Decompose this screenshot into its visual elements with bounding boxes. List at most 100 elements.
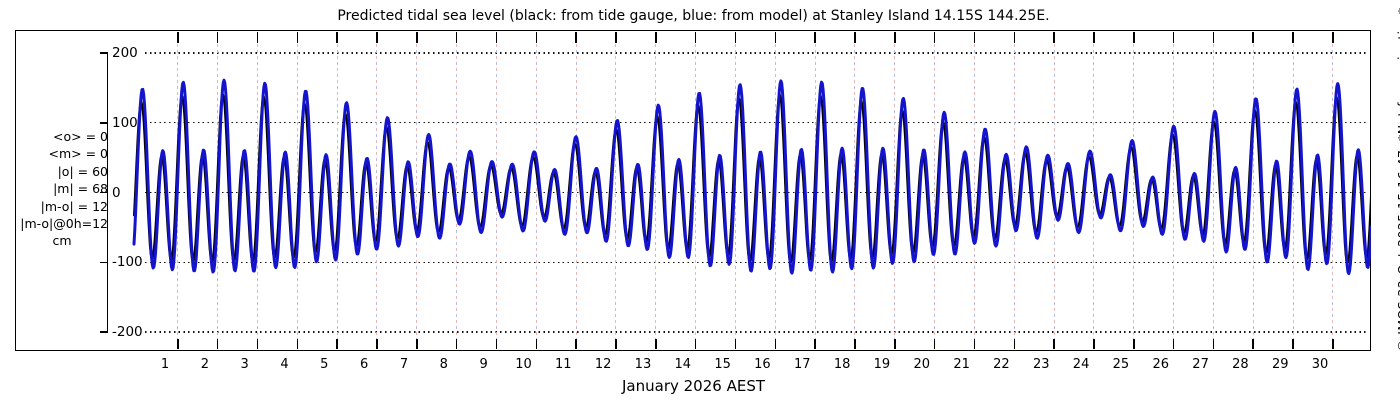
x-tick-top (1252, 31, 1254, 43)
x-tick-bottom (216, 339, 219, 350)
x-tick-bottom (933, 339, 936, 350)
x-tick-top (734, 31, 737, 43)
day-label: 21 (953, 357, 970, 372)
x-tick-top (933, 31, 936, 43)
x-tick-bottom (615, 339, 617, 350)
y-tick-label: -100 (112, 254, 143, 271)
x-tick-bottom (1172, 339, 1175, 350)
y-tick-label: 0 (112, 184, 121, 201)
x-tick-bottom (575, 339, 577, 350)
x-tick-top (1133, 31, 1135, 43)
x-tick-top (1172, 31, 1175, 43)
grid-line-day (535, 32, 537, 349)
x-tick-top (416, 31, 418, 43)
day-label: 3 (240, 357, 249, 372)
x-tick-top (575, 31, 577, 43)
x-tick-top (1292, 31, 1294, 43)
y-tick-label: -200 (112, 324, 143, 340)
day-label: 8 (439, 357, 448, 372)
stats-block: <o> = 0 <m> = 0 |o| = 60 |m| = 68 |m-o| = 12… (16, 128, 108, 250)
y-tick-label: 200 (112, 45, 138, 61)
copyright-note: © IMOS 22-Oct-2025 15:16:47. *Not for na… (1395, 7, 1400, 352)
x-tick-top (655, 31, 657, 43)
x-tick-top (1013, 31, 1015, 43)
day-label: 14 (674, 357, 692, 372)
day-label: 16 (754, 357, 771, 372)
x-tick-bottom (256, 339, 259, 350)
grid-line-day (934, 32, 936, 349)
day-label: 18 (833, 357, 851, 372)
grid-line-day (894, 32, 896, 349)
stats-line: |m-o| = 12 (40, 198, 108, 214)
grid-line-day (575, 32, 577, 349)
grid-line-day (1133, 32, 1135, 349)
day-label: 29 (1271, 357, 1289, 372)
y-tick-label: 100 (112, 114, 138, 131)
x-tick-bottom (177, 339, 179, 350)
day-label: 4 (280, 357, 289, 372)
x-tick-bottom (973, 339, 976, 350)
grid-line-day (336, 32, 338, 349)
x-tick-top (336, 31, 338, 43)
plot-frame (15, 30, 1371, 351)
stats-line: <o> = 0 (53, 129, 108, 144)
grid-line-day (296, 32, 298, 349)
day-label: 13 (634, 357, 652, 372)
x-tick-top (973, 31, 976, 43)
day-label: 12 (594, 357, 612, 372)
day-label: 28 (1232, 357, 1249, 372)
chart-title: Predicted tidal sea level (black: from t… (337, 8, 1050, 24)
grid-line-day (1013, 32, 1015, 349)
x-tick-bottom (1252, 339, 1254, 350)
x-tick-top (455, 31, 458, 43)
y-tick (100, 261, 108, 263)
x-tick-top (774, 31, 777, 43)
x-tick-bottom (774, 339, 777, 350)
stats-line: cm (52, 233, 72, 249)
x-tick-bottom (734, 339, 737, 350)
x-tick-top (1332, 31, 1334, 43)
day-label: 27 (1192, 357, 1209, 372)
x-tick-bottom (416, 339, 418, 350)
x-tick-bottom (296, 339, 299, 350)
day-label: 2 (200, 357, 209, 372)
day-label: 30 (1311, 357, 1329, 372)
day-label: 24 (1072, 357, 1090, 372)
x-tick-bottom (1332, 339, 1334, 350)
x-tick-bottom (854, 339, 856, 350)
grid-line-day (973, 32, 975, 349)
y-tick (100, 52, 108, 54)
x-tick-top (216, 31, 219, 43)
day-label: 5 (320, 357, 329, 372)
x-tick-top (814, 31, 816, 43)
x-tick-bottom (814, 339, 816, 350)
x-tick-bottom (1053, 339, 1055, 350)
grid-line-horizontal (145, 52, 1369, 54)
x-tick-top (177, 31, 179, 43)
day-label: 25 (1112, 357, 1130, 372)
x-tick-bottom (655, 339, 657, 350)
tide-curves (132, 78, 1371, 276)
grid-line-day (376, 32, 378, 349)
day-label: 11 (555, 357, 572, 372)
x-axis-label: January 2026 AEST (622, 377, 765, 395)
grid-line-day (1252, 32, 1254, 349)
day-label: 23 (1032, 357, 1050, 372)
grid-line-horizontal (145, 122, 1369, 124)
day-label: 26 (1152, 357, 1170, 372)
day-label: 1 (160, 357, 170, 372)
x-tick-top (376, 31, 378, 43)
x-tick-top (495, 31, 498, 43)
x-tick-bottom (455, 339, 458, 350)
x-tick-top (854, 31, 856, 43)
x-tick-top (694, 31, 697, 43)
grid-line-horizontal (145, 261, 1369, 263)
x-tick-top (1053, 31, 1055, 43)
x-tick-bottom (535, 339, 538, 350)
x-tick-bottom (336, 339, 338, 350)
grid-line-day (456, 32, 458, 349)
x-tick-bottom (1212, 339, 1215, 350)
grid-line-horizontal (145, 331, 1369, 333)
x-tick-top (615, 31, 617, 43)
x-tick-top (1093, 31, 1095, 43)
